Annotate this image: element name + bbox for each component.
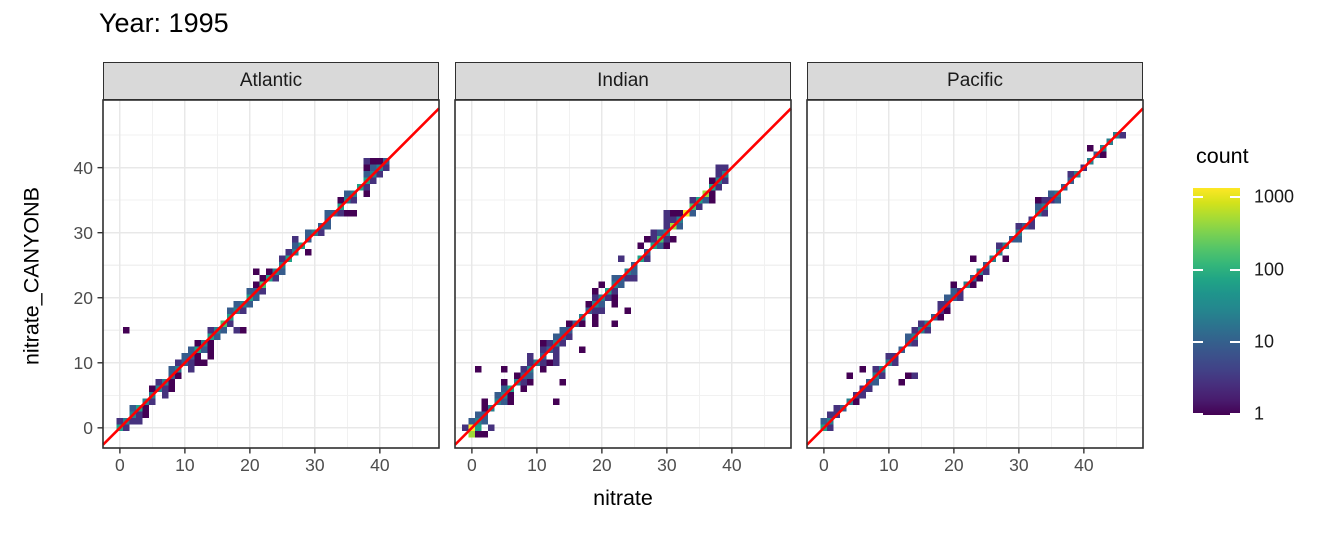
facet-atlantic: Atlantic 0 10 20 30 40 0 10 20 30 40 — [74, 62, 440, 475]
facet-pacific: Pacific 0 10 20 30 40 — [806, 62, 1144, 475]
colorbar-tick — [1193, 195, 1203, 199]
svg-text:20: 20 — [944, 455, 964, 475]
colorbar-tick — [1230, 340, 1240, 344]
svg-text:20: 20 — [74, 288, 94, 308]
svg-text:30: 30 — [74, 223, 94, 243]
grid-major — [455, 100, 791, 448]
panel-border — [454, 99, 792, 449]
svg-text:40: 40 — [1074, 455, 1094, 475]
svg-text:10: 10 — [879, 455, 899, 475]
svg-text:40: 40 — [722, 455, 742, 475]
y-axis-title: nitrate_CANYONB — [19, 186, 44, 366]
facet-strip-label: Pacific — [947, 70, 1003, 91]
colorbar-label-1: 1 — [1254, 403, 1265, 424]
colorbar-tick — [1193, 268, 1203, 272]
svg-text:40: 40 — [74, 158, 94, 178]
grid-major — [807, 100, 1143, 448]
panel-border — [806, 99, 1144, 449]
facet-panel-atlantic: 0 10 20 30 40 0 10 20 30 40 — [74, 99, 440, 475]
panel-border — [102, 99, 440, 449]
svg-text:10: 10 — [74, 353, 94, 373]
colorbar-tick — [1230, 412, 1240, 415]
identity-line — [806, 107, 1144, 446]
svg-text:10: 10 — [527, 455, 547, 475]
colorbar-tick — [1193, 340, 1203, 344]
svg-text:20: 20 — [240, 455, 260, 475]
colorbar-gradient — [1193, 188, 1240, 415]
x-axis-title: nitrate — [593, 486, 653, 510]
svg-text:0: 0 — [83, 418, 93, 438]
svg-text:30: 30 — [1009, 455, 1029, 475]
facet-indian: Indian 0 10 20 30 40 — [454, 62, 792, 475]
colorbar-label-1000: 1000 — [1254, 186, 1295, 207]
colorbar-tick — [1230, 268, 1240, 272]
plot-title: Year: 1995 — [99, 8, 229, 38]
colorbar-tick — [1230, 195, 1240, 199]
svg-text:30: 30 — [305, 455, 325, 475]
y-axis-ticks: 0 10 20 30 40 — [74, 158, 103, 438]
identity-line — [102, 107, 440, 446]
legend-count: count 1000 100 10 1 — [1185, 140, 1344, 450]
identity-line — [454, 107, 792, 446]
x-axis-ticks: 0 10 20 30 40 — [115, 448, 390, 475]
svg-text:40: 40 — [370, 455, 390, 475]
svg-text:20: 20 — [592, 455, 612, 475]
svg-text:0: 0 — [115, 455, 125, 475]
facet-panel-indian: 0 10 20 30 40 — [454, 99, 792, 475]
colorbar-label-100: 100 — [1254, 259, 1285, 280]
facet-strip-indian: Indian — [455, 62, 791, 100]
colorbar-tick — [1193, 412, 1203, 415]
facet-panel-pacific: 0 10 20 30 40 — [806, 99, 1144, 475]
grid-minor — [103, 100, 439, 448]
svg-text:0: 0 — [467, 455, 477, 475]
facet-strip-label: Atlantic — [239, 70, 303, 91]
svg-text:30: 30 — [657, 455, 677, 475]
svg-text:10: 10 — [175, 455, 195, 475]
facet-strip-label: Indian — [597, 70, 649, 91]
facet-strip-pacific: Pacific — [807, 62, 1143, 100]
facet-strip-atlantic: Atlantic — [103, 62, 439, 100]
legend-title: count — [1196, 144, 1249, 168]
svg-text:0: 0 — [819, 455, 829, 475]
colorbar-label-10: 10 — [1254, 331, 1275, 352]
x-axis-ticks: 0 10 20 30 40 — [819, 448, 1094, 475]
grid-major — [103, 100, 439, 448]
x-axis-ticks: 0 10 20 30 40 — [467, 448, 742, 475]
